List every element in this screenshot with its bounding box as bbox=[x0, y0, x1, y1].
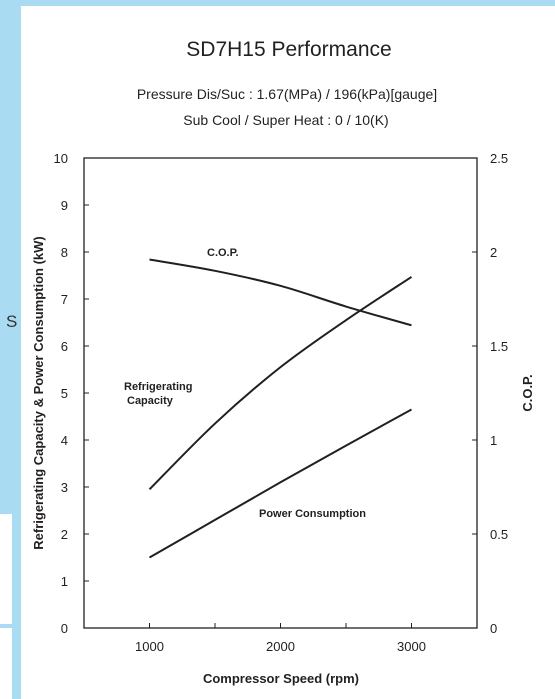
y-left-tick-label: 4 bbox=[61, 433, 68, 448]
x-tick-label: 2000 bbox=[266, 639, 295, 654]
plot-frame bbox=[83, 157, 478, 629]
side-letter: S bbox=[6, 312, 18, 331]
chart-title: SD7H15 Performance bbox=[186, 38, 391, 61]
chart-subtitle-line-1: Pressure Dis/Suc : 1.67(MPa) / 196(kPa)[… bbox=[137, 86, 437, 102]
y-left-tick-label: 6 bbox=[61, 339, 68, 354]
y-right-tick-label: 0.5 bbox=[490, 527, 508, 542]
x-tick-label: 3000 bbox=[397, 639, 426, 654]
axis-ticks: 0 1 2 3 4 5 6 7 8 9 10 0 0.5 1 1.5 2 2.5 1000 2000 3000 bbox=[54, 151, 509, 654]
series-line-refrigerating-capacity bbox=[148, 276, 413, 491]
series-label-c-o-p: C.O.P. bbox=[207, 247, 239, 259]
y-left-tick-label: 10 bbox=[54, 151, 68, 166]
series-line-power-consumption bbox=[149, 408, 412, 559]
y-left-tick-label: 9 bbox=[61, 198, 68, 213]
series-label-power-consumption: Power Consumption bbox=[259, 508, 366, 520]
y-left-tick-label: 5 bbox=[61, 386, 68, 401]
y-left-tick-label: 8 bbox=[61, 245, 68, 260]
side-white-box bbox=[0, 514, 12, 624]
y-left-tick-label: 1 bbox=[61, 574, 68, 589]
y-left-tick-label: 7 bbox=[61, 292, 68, 307]
y-right-tick-label: 1.5 bbox=[490, 339, 508, 354]
y-right-tick-label: 2.5 bbox=[490, 151, 508, 166]
y-left-tick-label: 0 bbox=[61, 621, 68, 636]
y-right-tick-label: 1 bbox=[490, 433, 497, 448]
series-label-refrigerating-capacity: Capacity bbox=[127, 395, 174, 407]
y-axis-left-label: Refrigerating Capacity & Power Consumpti… bbox=[31, 236, 46, 549]
series-labels: Refrigerating Capacity Power Consumption C.… bbox=[124, 247, 366, 520]
y-axis-right-label: C.O.P. bbox=[520, 374, 535, 411]
y-right-tick-label: 0 bbox=[490, 621, 497, 636]
series-line-c-o-p bbox=[149, 258, 412, 327]
series-label-refrigerating-capacity: Refrigerating bbox=[124, 381, 192, 393]
y-left-tick-label: 3 bbox=[61, 480, 68, 495]
chart-subtitle-line-2: Sub Cool / Super Heat : 0 / 10(K) bbox=[183, 112, 388, 128]
x-axis-label: Compressor Speed (rpm) bbox=[203, 671, 359, 686]
series-lines bbox=[148, 258, 413, 559]
chart-panel bbox=[21, 6, 555, 699]
y-left-tick-label: 2 bbox=[61, 527, 68, 542]
x-tick-label: 1000 bbox=[135, 639, 164, 654]
side-white-box-lower bbox=[0, 628, 12, 699]
y-right-tick-label: 2 bbox=[490, 245, 497, 260]
